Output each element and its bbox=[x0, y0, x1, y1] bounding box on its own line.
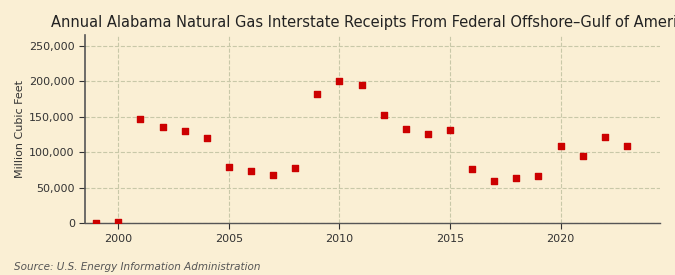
Point bbox=[334, 78, 345, 83]
Point bbox=[246, 169, 256, 174]
Point bbox=[180, 129, 190, 133]
Point bbox=[445, 127, 456, 132]
Point bbox=[201, 136, 212, 140]
Point bbox=[290, 166, 300, 170]
Point bbox=[622, 144, 632, 148]
Point bbox=[223, 165, 234, 169]
Point bbox=[423, 132, 433, 136]
Point bbox=[157, 125, 168, 130]
Point bbox=[511, 175, 522, 180]
Point bbox=[312, 92, 323, 96]
Point bbox=[577, 153, 588, 158]
Title: Annual Alabama Natural Gas Interstate Receipts From Federal Offshore–Gulf of Ame: Annual Alabama Natural Gas Interstate Re… bbox=[51, 15, 675, 30]
Point bbox=[113, 220, 124, 224]
Point bbox=[466, 167, 477, 171]
Point bbox=[135, 117, 146, 121]
Point bbox=[91, 221, 102, 225]
Point bbox=[378, 112, 389, 117]
Point bbox=[599, 135, 610, 139]
Point bbox=[533, 174, 544, 178]
Point bbox=[489, 179, 500, 183]
Point bbox=[400, 127, 411, 131]
Y-axis label: Million Cubic Feet: Million Cubic Feet bbox=[15, 80, 25, 178]
Point bbox=[356, 83, 367, 87]
Point bbox=[555, 144, 566, 148]
Point bbox=[268, 173, 279, 177]
Text: Source: U.S. Energy Information Administration: Source: U.S. Energy Information Administ… bbox=[14, 262, 260, 272]
